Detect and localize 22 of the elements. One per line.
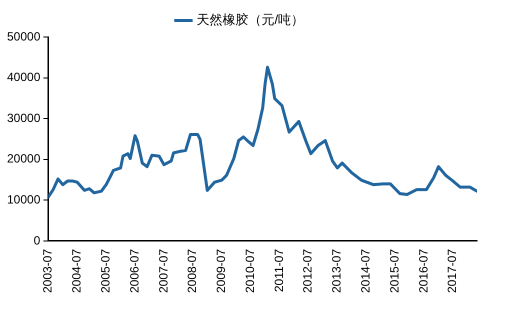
y-tick-label: 20000: [6, 152, 41, 166]
x-tick-label: 2013-07: [330, 248, 344, 294]
x-tick-label: 2011-07: [272, 248, 286, 292]
x-tick-label: 2007-07: [156, 248, 170, 294]
x-tick-label: 2008-07: [185, 248, 200, 294]
y-tick-label: 0: [34, 233, 41, 248]
x-tick-label: 2014-07: [358, 248, 373, 294]
x-tick-label: 2005-07: [98, 248, 112, 294]
y-tick-label: 30000: [6, 110, 41, 125]
x-tick-label: 2003-07: [40, 248, 55, 294]
x-tick-label: 2004-07: [70, 248, 84, 294]
x-tick-label: 2015-07: [387, 248, 402, 294]
y-tick-label: 40000: [6, 70, 41, 84]
x-tick-label: 2006-07: [127, 248, 142, 294]
x-tick-label: 2012-07: [300, 248, 315, 294]
legend-label: 天然橡胶（元/吨）: [196, 12, 304, 28]
y-tick-label: 50000: [6, 29, 41, 44]
x-tick-label: 2010-07: [242, 248, 257, 294]
x-tick-label: 2017-07: [445, 248, 460, 294]
y-tick-label: 10000: [6, 192, 41, 206]
x-tick-label: 2016-07: [416, 248, 430, 294]
x-tick-label: 2009-07: [214, 248, 228, 294]
